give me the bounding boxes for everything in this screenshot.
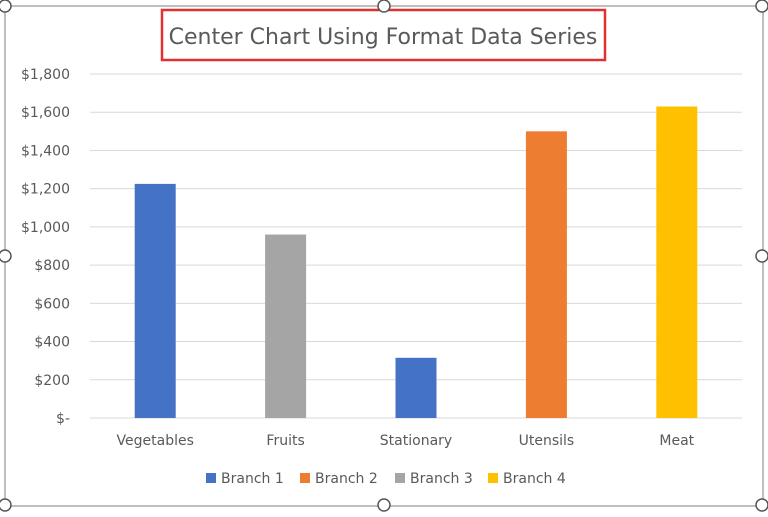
y-tick-label: $400 — [34, 335, 70, 351]
x-axis-tick-labels: Vegetables Fruits Stationary Utensils Meat — [117, 433, 695, 449]
gridlines — [90, 73, 742, 419]
y-axis-tick-labels: $- $200 $400 $600 $800 $1,000 $1,200 $1,400 $1,6… — [21, 67, 70, 427]
legend-swatch — [488, 473, 498, 483]
legend-swatch — [206, 473, 216, 483]
legend-label[interactable]: Branch 2 — [315, 471, 378, 487]
bar-stationary[interactable] — [395, 357, 437, 418]
bar-utensils[interactable] — [525, 131, 567, 419]
x-tick-label: Stationary — [380, 433, 452, 449]
x-tick-label: Utensils — [519, 433, 575, 449]
resize-handle-middle-left[interactable] — [0, 249, 12, 263]
legend[interactable]: Branch 1 Branch 2 Branch 3 Branch 4 — [206, 471, 566, 487]
legend-label[interactable]: Branch 4 — [503, 471, 566, 487]
y-tick-label: $1,600 — [21, 105, 70, 121]
y-tick-label: $1,000 — [21, 220, 70, 236]
legend-label[interactable]: Branch 1 — [221, 471, 284, 487]
y-tick-label: $600 — [34, 296, 70, 312]
y-tick-label: $800 — [34, 258, 70, 274]
x-tick-label: Fruits — [266, 433, 304, 449]
bars — [134, 106, 698, 419]
bar-fruits[interactable] — [265, 234, 307, 418]
resize-handle-top-right[interactable] — [755, 0, 768, 13]
resize-handle-middle-right[interactable] — [755, 249, 768, 263]
resize-handle-bottom-left[interactable] — [0, 498, 12, 512]
legend-swatch — [395, 473, 405, 483]
legend-label[interactable]: Branch 3 — [410, 471, 473, 487]
chart-selection-border — [4, 5, 764, 507]
bar-vegetables[interactable] — [134, 183, 176, 418]
x-tick-label: Meat — [659, 433, 694, 449]
resize-handle-top-center[interactable] — [377, 0, 391, 13]
bar-meat[interactable] — [656, 106, 698, 418]
x-tick-label: Vegetables — [117, 433, 194, 449]
y-tick-label: $1,800 — [21, 67, 70, 83]
y-tick-label: $200 — [34, 373, 70, 389]
resize-handle-top-left[interactable] — [0, 0, 12, 13]
resize-handle-bottom-center[interactable] — [377, 498, 391, 512]
y-tick-label: $1,200 — [21, 182, 70, 198]
legend-swatch — [300, 473, 310, 483]
chart-title[interactable]: Center Chart Using Format Data Series — [169, 25, 598, 50]
resize-handle-bottom-right[interactable] — [755, 498, 768, 512]
y-tick-label: $- — [56, 411, 70, 427]
y-tick-label: $1,400 — [21, 143, 70, 159]
